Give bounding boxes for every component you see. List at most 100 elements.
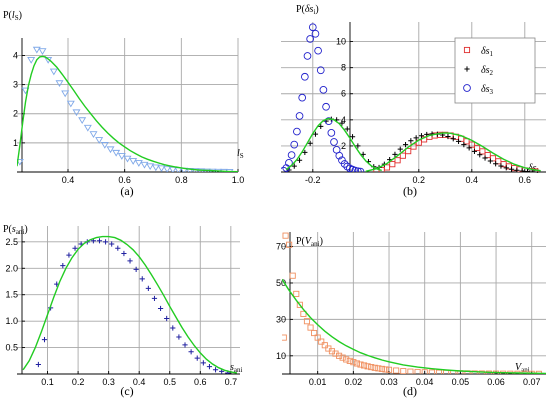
panel-c: 0.1 0.2 0.3 0.4 0.5 0.6 0.7 0.5 1.0 1.5 2.0 2.5P(sa… <box>3 224 243 398</box>
data-point <box>109 241 115 247</box>
x-tick-label: 0.3 <box>102 377 115 387</box>
data-point <box>361 362 368 369</box>
data-point <box>482 155 488 161</box>
data-point <box>312 131 319 137</box>
data-point <box>450 136 456 142</box>
data-point <box>282 232 289 239</box>
y-tick-label: 10 <box>336 37 346 47</box>
x-tick-label: 0.5 <box>163 377 176 387</box>
data-point <box>66 252 72 258</box>
data-point <box>296 157 303 163</box>
data-point <box>318 338 325 345</box>
data-point <box>112 149 121 157</box>
data-point <box>123 155 132 163</box>
y-tick-label: 2 <box>341 141 346 151</box>
data-point <box>378 365 385 372</box>
x-tick-label: 0.07 <box>523 377 541 387</box>
data-point <box>78 117 87 125</box>
data-point <box>493 370 500 374</box>
data-point <box>435 369 443 374</box>
legend-marker <box>464 66 470 72</box>
data-point <box>208 168 217 172</box>
data-point <box>41 337 48 343</box>
data-point <box>151 164 160 172</box>
y-axis-label: P(δsi) <box>296 4 319 16</box>
data-point <box>443 369 450 374</box>
y-tick-label: 1 <box>13 138 18 148</box>
data-point <box>89 131 98 139</box>
x-tick-label: 0.1 <box>41 377 54 387</box>
data-point <box>508 166 515 172</box>
data-point <box>72 245 78 251</box>
data-point <box>38 48 47 55</box>
x-tick-label: 0.05 <box>452 377 470 387</box>
data-point <box>394 157 401 164</box>
x-tick-label: 0.04 <box>416 377 434 387</box>
data-point <box>354 167 362 172</box>
data-point <box>356 167 365 172</box>
data-point <box>407 368 414 374</box>
data-point <box>35 361 41 368</box>
y-tick-label: 70 <box>276 242 286 252</box>
x-tick-label: 0.2 <box>413 175 426 185</box>
data-point <box>66 100 75 108</box>
data-point <box>287 151 296 159</box>
data-point <box>293 290 300 297</box>
y-tick-label: 2 <box>13 109 18 119</box>
data-point <box>484 151 491 159</box>
fit-curve <box>285 117 382 172</box>
data-point <box>314 334 321 341</box>
data-point <box>282 334 287 341</box>
data-point <box>168 166 177 172</box>
data-point <box>383 164 391 171</box>
data-point <box>485 370 492 374</box>
legend-marker <box>463 46 471 54</box>
y-tick-label: 2.5 <box>5 237 18 247</box>
data-point <box>100 142 109 149</box>
data-point <box>289 272 296 279</box>
data-point <box>303 52 312 60</box>
y-tick-label: 4 <box>341 115 346 125</box>
data-point <box>95 137 104 144</box>
x-tick-label: 0.4 <box>466 175 479 185</box>
y-tick-label: 1.5 <box>5 290 18 300</box>
data-point <box>163 166 172 172</box>
data-point <box>343 356 350 363</box>
data-point <box>382 366 389 373</box>
data-point <box>202 168 211 172</box>
data-point <box>321 342 328 349</box>
data-point <box>83 124 92 132</box>
y-tick-label: 50 <box>276 278 286 288</box>
x-tick-label: 0.4 <box>133 377 146 387</box>
data-point <box>61 90 70 98</box>
data-point <box>355 143 361 149</box>
y-tick-label: 10 <box>276 351 286 361</box>
data-point <box>133 266 139 272</box>
data-point <box>194 355 200 361</box>
data-point <box>32 46 41 54</box>
data-point <box>421 369 428 374</box>
legend-marker <box>463 84 471 92</box>
data-point <box>468 141 475 148</box>
data-point <box>503 165 509 171</box>
data-point <box>307 324 314 331</box>
data-point <box>306 35 315 43</box>
data-point <box>324 117 333 125</box>
data-point <box>339 354 346 361</box>
data-point <box>303 318 311 325</box>
x-tick-label: 0.03 <box>380 377 398 387</box>
data-point <box>519 168 525 172</box>
y-axis-label: P(Vani) <box>296 236 323 248</box>
legend-label: δs3 <box>481 84 494 96</box>
y-tick-label: 3 <box>13 80 18 90</box>
data-point <box>514 370 521 374</box>
legend-label: δs2 <box>481 65 494 77</box>
legend-box <box>454 37 536 104</box>
data-point <box>145 285 151 291</box>
data-point <box>340 160 349 168</box>
x-tick-label: 1.0 <box>232 175 245 185</box>
data-point <box>339 120 345 126</box>
x-tick-label: -0.2 <box>305 175 321 185</box>
data-point <box>397 146 403 152</box>
data-point <box>344 126 350 132</box>
